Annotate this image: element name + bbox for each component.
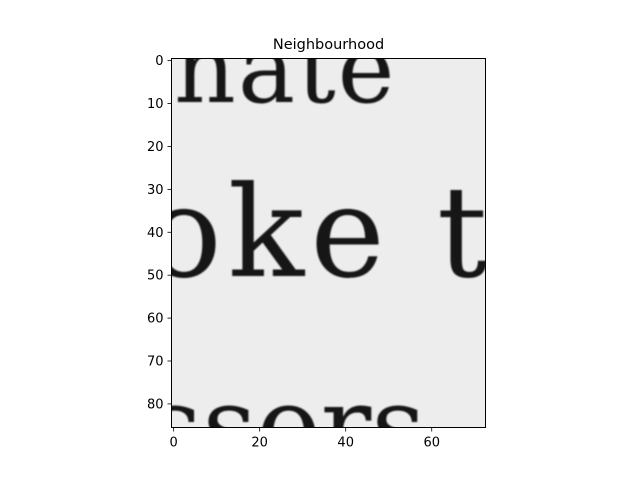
text-fragment: ssors bbox=[148, 364, 426, 480]
y-tick-label: 60 bbox=[147, 312, 164, 327]
text-fragment: oke t bbox=[146, 159, 493, 306]
y-tick-label: 70 bbox=[147, 354, 164, 369]
x-tick-label: 20 bbox=[251, 436, 268, 451]
image-plot: nate oke t ssors bbox=[146, 13, 493, 480]
axes-frame bbox=[171, 58, 486, 428]
x-tick-label: 60 bbox=[423, 436, 440, 451]
image-background bbox=[171, 58, 486, 428]
y-tick-label: 30 bbox=[147, 183, 164, 198]
x-axis: 0 20 40 60 bbox=[170, 427, 440, 451]
y-tick-label: 10 bbox=[147, 97, 164, 112]
chart-title: Neighbourhood bbox=[273, 37, 384, 53]
y-axis: 0 10 20 30 40 50 60 70 80 bbox=[147, 54, 172, 412]
y-tick-label: 80 bbox=[147, 397, 164, 412]
y-tick-label: 40 bbox=[147, 226, 164, 241]
text-layer: nate oke t ssors bbox=[146, 13, 493, 480]
x-tick-label: 0 bbox=[170, 436, 178, 451]
y-tick-label: 20 bbox=[147, 140, 164, 155]
x-tick-label: 40 bbox=[337, 436, 354, 451]
y-tick-label: 50 bbox=[147, 269, 164, 284]
text-fragment: nate bbox=[174, 13, 396, 125]
y-tick-label: 0 bbox=[155, 54, 163, 69]
